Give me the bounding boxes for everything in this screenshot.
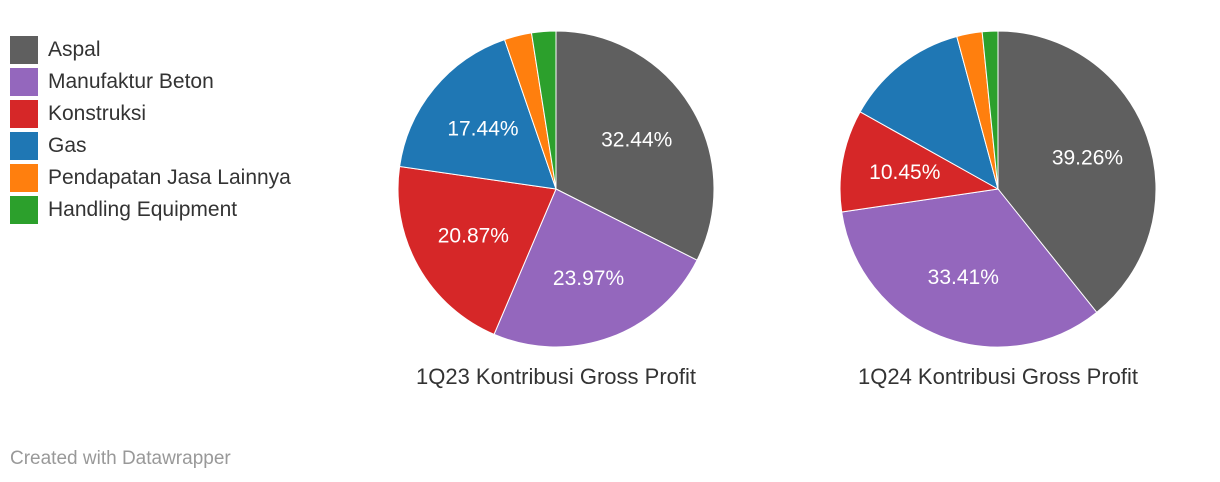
legend-item: Konstruksi	[10, 98, 291, 130]
slice-value-label: 32.44%	[601, 128, 672, 151]
chart-title: 1Q23 Kontribusi Gross Profit	[416, 364, 696, 389]
pie-slice	[397, 165, 557, 336]
legend-swatch	[10, 36, 38, 64]
legend-swatch	[10, 68, 38, 96]
legend-swatch	[10, 196, 38, 224]
legend-item: Handling Equipment	[10, 194, 291, 226]
pie-slice	[839, 111, 1000, 213]
legend-label: Konstruksi	[48, 102, 147, 125]
legend-item: Pendapatan Jasa Lainnya	[10, 162, 291, 194]
legend-item: Manufaktur Beton	[10, 66, 291, 98]
legend-item: Aspal	[10, 34, 291, 66]
legend-swatch	[10, 100, 38, 128]
pie-slice	[841, 188, 1098, 348]
pie-slice	[859, 35, 999, 191]
legend-label: Aspal	[48, 38, 101, 61]
legend-swatch	[10, 164, 38, 192]
legend: Aspal Manufaktur Beton Konstruksi Gas Pendap…	[10, 34, 291, 226]
pie-slice	[997, 30, 1157, 314]
chart-title: 1Q24 Kontribusi Gross Profit	[858, 364, 1138, 389]
legend-swatch	[10, 132, 38, 160]
legend-label: Gas	[48, 134, 87, 157]
slice-value-label: 20.87%	[438, 224, 509, 247]
slice-value-label: 17.44%	[447, 118, 518, 141]
pie-chart: 32.44% 23.97% 20.87% 17.44% 1Q23 Kontribusi …	[397, 30, 715, 389]
pie-charts: 32.44% 23.97% 20.87% 17.44% 1Q23 Kontribusi …	[397, 30, 1157, 389]
slice-value-label: 39.26%	[1052, 147, 1123, 170]
pie-slice	[493, 188, 698, 348]
slice-value-label: 23.97%	[553, 267, 624, 290]
pie-slice	[555, 30, 715, 261]
legend-label: Manufaktur Beton	[48, 70, 214, 93]
pie-chart: 39.26% 33.41% 10.45% 1Q24 Kontribusi Gross …	[839, 30, 1157, 389]
legend-label: Handling Equipment	[48, 198, 238, 221]
slice-value-label: 33.41%	[928, 266, 999, 289]
legend-label: Pendapatan Jasa Lainnya	[48, 166, 291, 189]
credit-text[interactable]: Created with Datawrapper	[10, 448, 231, 469]
pie-slice	[530, 30, 557, 190]
pie-slice	[981, 30, 999, 190]
slice-value-label: 10.45%	[869, 161, 940, 184]
legend-item: Gas	[10, 130, 291, 162]
